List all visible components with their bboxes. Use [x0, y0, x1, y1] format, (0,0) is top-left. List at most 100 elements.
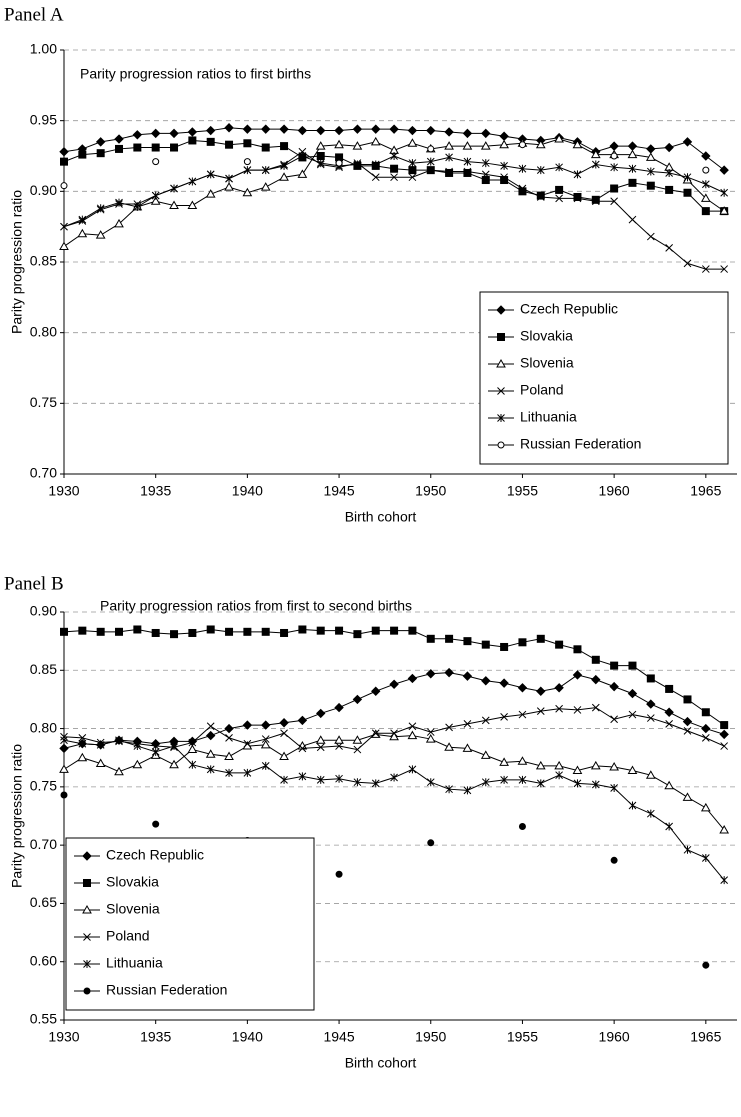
marker	[151, 143, 160, 152]
marker	[628, 801, 637, 810]
marker	[261, 166, 270, 175]
marker	[646, 167, 655, 176]
marker	[664, 780, 675, 790]
marker	[59, 764, 69, 773]
marker	[573, 706, 582, 714]
marker	[719, 165, 729, 175]
marker	[335, 742, 343, 750]
marker	[407, 730, 418, 740]
marker	[316, 159, 325, 168]
marker	[280, 142, 289, 151]
legend-label: Slovakia	[520, 328, 573, 344]
chart-subtitle: Parity progression ratios to first birth…	[80, 66, 311, 82]
y-tick-label: 0.85	[30, 661, 57, 677]
marker	[610, 184, 619, 193]
marker	[407, 138, 418, 147]
marker	[224, 751, 234, 761]
marker	[243, 768, 252, 777]
marker	[78, 739, 87, 748]
marker	[683, 845, 692, 854]
legend-label: Slovenia	[520, 355, 574, 371]
marker	[701, 723, 711, 734]
marker	[535, 760, 546, 770]
marker	[481, 716, 490, 725]
y-tick-label: 0.70	[30, 836, 57, 852]
marker	[572, 670, 583, 680]
legend: Czech Republic Slovakia Slovenia Poland Lith…	[479, 291, 729, 465]
marker	[390, 729, 398, 738]
legend-marker	[496, 305, 506, 315]
marker	[646, 181, 655, 190]
marker	[445, 723, 453, 732]
marker	[536, 707, 545, 715]
marker	[114, 134, 124, 144]
marker	[316, 125, 326, 136]
marker	[463, 720, 472, 728]
marker	[591, 655, 600, 664]
marker	[610, 197, 618, 206]
marker	[720, 742, 729, 750]
marker	[78, 734, 87, 742]
marker	[390, 164, 399, 173]
marker	[115, 736, 123, 745]
legend-marker	[83, 879, 91, 887]
marker	[610, 152, 618, 160]
marker	[627, 141, 638, 151]
marker	[463, 167, 472, 176]
marker	[77, 752, 88, 762]
marker	[610, 784, 618, 793]
marker	[334, 139, 344, 149]
marker	[445, 168, 454, 177]
marker	[701, 265, 710, 273]
marker	[225, 734, 233, 742]
x-tick-label: 1960	[599, 1029, 630, 1045]
marker	[609, 141, 619, 151]
legend-marker	[82, 904, 92, 914]
marker	[701, 708, 710, 717]
marker	[225, 174, 233, 183]
marker	[352, 124, 363, 134]
marker	[481, 176, 490, 185]
y-tick-label: 0.65	[30, 894, 57, 910]
marker	[280, 729, 288, 738]
marker	[702, 961, 710, 969]
marker	[536, 686, 546, 696]
marker	[462, 128, 473, 139]
marker	[132, 759, 143, 769]
marker	[242, 124, 253, 134]
marker	[243, 627, 252, 636]
marker	[188, 177, 197, 186]
marker	[518, 638, 527, 647]
marker	[279, 124, 289, 134]
y-tick-label: 0.90	[30, 182, 57, 198]
marker	[426, 728, 435, 736]
legend-marker	[497, 414, 505, 422]
y-tick-label: 0.55	[30, 1011, 57, 1027]
marker	[169, 128, 179, 139]
marker	[517, 683, 528, 693]
legend-marker	[497, 441, 505, 449]
marker	[243, 158, 251, 166]
legend-marker	[82, 851, 92, 861]
marker	[353, 745, 362, 754]
marker	[572, 765, 583, 775]
marker	[151, 191, 160, 200]
marker	[297, 125, 308, 136]
marker	[408, 626, 417, 635]
legend-marker	[83, 960, 91, 968]
legend-marker	[496, 358, 506, 368]
marker	[316, 743, 325, 752]
series-line	[63, 628, 725, 726]
marker	[427, 839, 435, 847]
marker	[610, 661, 619, 670]
marker	[315, 141, 326, 150]
marker	[518, 164, 527, 173]
marker	[609, 762, 619, 771]
series-line	[63, 733, 725, 831]
legend-label: Lithuania	[520, 409, 577, 425]
marker	[95, 758, 106, 768]
marker	[353, 778, 362, 787]
marker	[225, 768, 233, 777]
marker	[555, 163, 563, 172]
y-axis-label: Parity progression ratio	[9, 744, 25, 888]
